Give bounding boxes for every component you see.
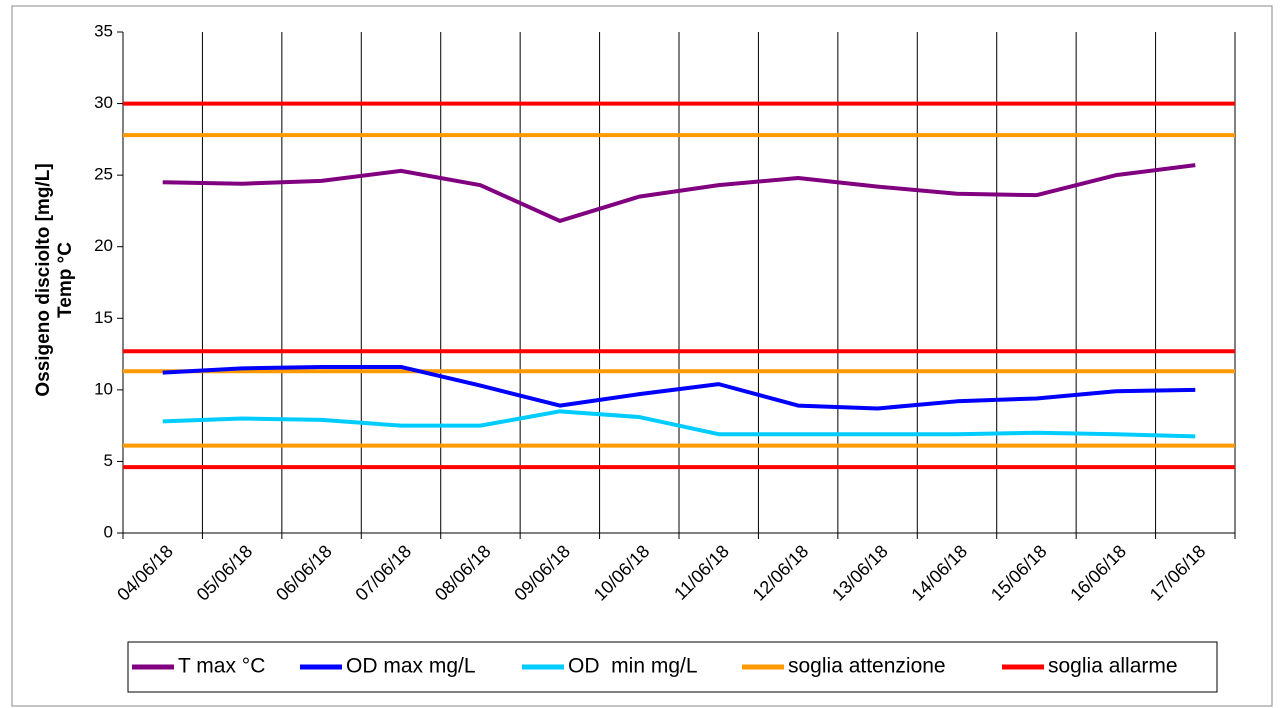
- x-tick-label: 05/06/18: [193, 541, 257, 605]
- x-tick-label: 07/06/18: [351, 541, 415, 605]
- x-tick-label: 09/06/18: [510, 541, 574, 605]
- x-tick-label: 06/06/18: [272, 541, 336, 605]
- y-tick-label: 35: [94, 21, 113, 40]
- x-tick-label: 14/06/18: [907, 541, 971, 605]
- x-tick-label: 13/06/18: [828, 541, 892, 605]
- legend-label: OD min mg/L: [568, 655, 698, 678]
- x-tick-label: 15/06/18: [987, 541, 1051, 605]
- legend-label: soglia allarme: [1048, 655, 1178, 678]
- legend-label: soglia attenzione: [788, 655, 946, 678]
- y-tick-label: 0: [104, 522, 113, 541]
- x-tick-label: 04/06/18: [113, 541, 177, 605]
- series-line: [162, 409, 1196, 439]
- y-tick-label: 20: [94, 236, 113, 255]
- y-tick-label: 30: [94, 93, 113, 112]
- y-tick-label: 25: [94, 165, 113, 184]
- y-tick-label: 15: [94, 308, 113, 327]
- series-line: [162, 364, 1196, 411]
- y-tick-label: 5: [104, 451, 113, 470]
- y-tick-label: 10: [94, 379, 113, 398]
- x-tick-label: 10/06/18: [590, 541, 654, 605]
- x-tick-label: 17/06/18: [1146, 541, 1210, 605]
- legend-label: T max °C: [178, 655, 265, 678]
- chart-border: [11, 5, 1273, 707]
- series-line: [162, 163, 1196, 223]
- legend-label: OD max mg/L: [346, 655, 476, 678]
- x-tick-label: 16/06/18: [1066, 541, 1130, 605]
- x-tick-label: 11/06/18: [670, 541, 733, 604]
- y-axis-label: Temp °C: [55, 242, 76, 318]
- x-tick-label: 08/06/18: [431, 541, 495, 605]
- x-tick-label: 12/06/18: [749, 541, 813, 605]
- y-axis-label: Ossigeno disciolto [mg/L]: [33, 163, 54, 396]
